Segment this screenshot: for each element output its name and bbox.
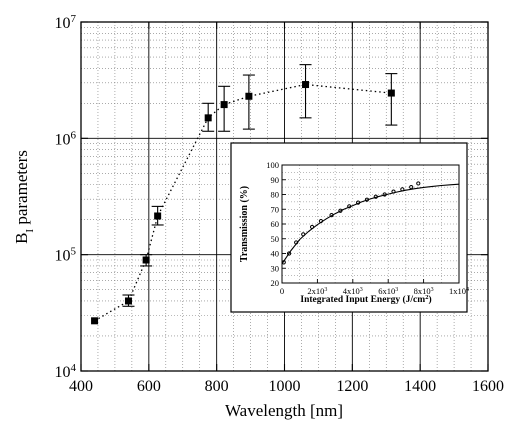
inset-data-marker (416, 181, 421, 186)
x-tick-label: 1200 (336, 378, 368, 395)
inset-x-tick-label-exponent: 3 (324, 287, 327, 293)
data-point (124, 297, 132, 305)
y-tick-label: 105 (55, 246, 77, 265)
y-tick-label: 106 (55, 129, 77, 148)
data-point (142, 256, 150, 264)
inset-data-marker (400, 187, 405, 192)
inset-x-axis-label-superscript: 2 (425, 294, 428, 301)
inset-x-tick-label-base: 0 (280, 286, 284, 296)
y-axis-label-subscript: I (24, 229, 36, 233)
inset-data-markers (281, 181, 421, 265)
inset-data-marker (294, 240, 299, 245)
y-tick-label: 104 (55, 362, 77, 381)
inset-x-tick-label: 6x103 (378, 286, 398, 296)
inset-y-tick-label: 90 (271, 175, 280, 185)
inset-data-marker (329, 213, 334, 218)
inset-y-tick-label: 20 (271, 278, 280, 288)
inset-data-marker (347, 204, 352, 209)
y-tick-label-exponent: 7 (71, 13, 77, 25)
inset-x-axis-label: Integrated Input Energy (J/cm2) (300, 294, 431, 306)
inset-data-marker (301, 232, 306, 237)
inset-data-marker (364, 197, 370, 202)
inset-data-marker (338, 208, 343, 213)
inset-data-marker (281, 260, 286, 265)
inset-y-tick-label: 50 (271, 234, 280, 244)
inset-x-tick-label-base: 4x10 (343, 286, 360, 296)
inset-x-tick-label: 2x103 (307, 286, 327, 296)
y-tick-label-exponent: 6 (71, 129, 77, 141)
y-tick-label-exponent: 4 (71, 362, 77, 374)
inset-x-tick-label: 8x103 (414, 286, 434, 296)
y-tick-label-base: 10 (55, 364, 71, 381)
x-tick-label: 1000 (269, 378, 301, 395)
inset-data-marker (409, 185, 414, 190)
inset-y-tick-label: 80 (271, 190, 280, 200)
y-axis-label-main: B (12, 233, 31, 244)
inset-x-tick-label-base: 6x10 (378, 286, 395, 296)
inset-x-tick-label-base: 2x10 (307, 286, 324, 296)
x-tick-label: 1400 (404, 378, 436, 395)
inset-x-tick-label-exponent: 4 (466, 287, 469, 293)
inset-x-tick-label-exponent: 3 (431, 287, 434, 293)
x-axis-label: Wavelength [nm] (225, 401, 343, 420)
inset-y-axis-label: Transmission (%) (239, 186, 250, 262)
inset-x-tick-label: 1x104 (449, 286, 469, 296)
inset-x-tick-label: 0 (280, 286, 284, 296)
inset-data-marker (318, 218, 324, 224)
y-tick-label-base: 10 (55, 15, 71, 32)
x-tick-label: 600 (137, 378, 161, 395)
y-tick-label-base: 10 (55, 248, 71, 265)
inset-y-tick-label: 60 (271, 219, 280, 229)
x-tick-label: 400 (69, 378, 93, 395)
y-axis-label: BI parameters (12, 150, 36, 244)
inset-data-marker (382, 192, 387, 197)
inset-x-tick-label: 4x103 (343, 286, 363, 296)
inset-x-tick-label-base: 8x10 (414, 286, 431, 296)
inset-fit-curve (281, 183, 460, 265)
inset-background (230, 142, 468, 313)
inset-tick-labels: 0 2x103 4x103 6x103 8x103 1x10420304050607080… (266, 160, 469, 296)
data-point (302, 81, 310, 89)
inset-x-axis-label-end: ) (428, 294, 431, 305)
inset-data-marker (356, 200, 361, 205)
x-tick-label: 800 (205, 378, 229, 395)
inset-data-marker (391, 189, 396, 194)
inset-data-marker (286, 251, 292, 256)
y-axis-label-rest: parameters (12, 150, 31, 229)
inset-x-axis-label-text: Integrated Input Energy (J/cm (300, 294, 425, 305)
data-point (387, 89, 395, 97)
inset-y-tick-label: 70 (271, 204, 280, 214)
data-point (154, 212, 162, 220)
inset-y-tick-label: 40 (271, 249, 280, 259)
data-point (204, 114, 212, 122)
inset-data-marker (373, 194, 378, 199)
y-tick-label-exponent: 5 (71, 246, 77, 258)
main-data-points (91, 81, 395, 325)
inset-data-marker (309, 224, 315, 230)
data-point (245, 92, 253, 100)
inset-y-tick-label: 100 (266, 160, 279, 170)
x-tick-label: 1600 (472, 378, 504, 395)
y-tick-label: 107 (55, 13, 77, 32)
y-tick-label-base: 10 (55, 131, 71, 148)
inset-x-tick-label-base: 1x10 (449, 286, 466, 296)
main-ticks (80, 21, 489, 372)
inset-x-tick-label-exponent: 3 (360, 287, 363, 293)
inset-y-tick-label: 30 (271, 263, 280, 273)
data-point (220, 101, 228, 109)
inset-x-tick-label-exponent: 3 (395, 287, 398, 293)
inset-ticks (281, 164, 460, 284)
data-point (91, 317, 99, 325)
